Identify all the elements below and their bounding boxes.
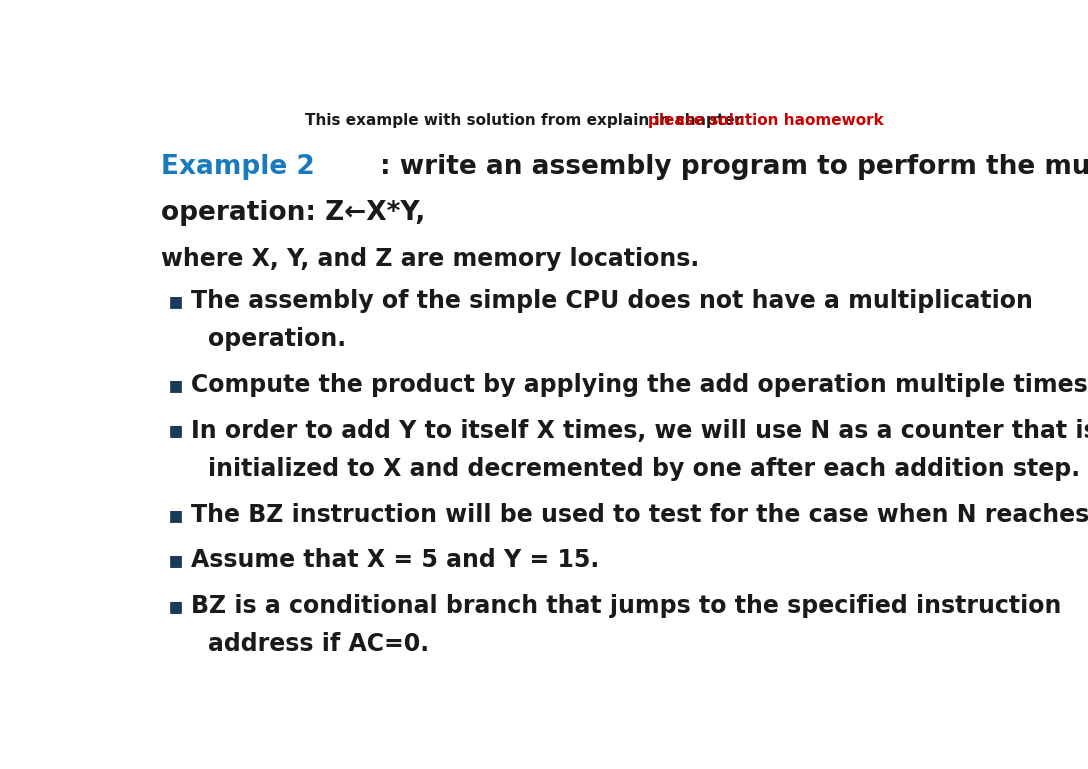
Text: : write an assembly program to perform the multiplication: : write an assembly program to perform t… [380, 155, 1088, 181]
Text: The BZ instruction will be used to test for the case when N reaches 0: The BZ instruction will be used to test … [190, 503, 1088, 527]
Text: operation.: operation. [208, 328, 346, 351]
Text: The assembly of the simple CPU does not have a multiplication: The assembly of the simple CPU does not … [190, 289, 1033, 313]
Text: ▪: ▪ [168, 373, 184, 397]
Text: please solution haomework: please solution haomework [648, 113, 883, 128]
Text: In order to add Y to itself X times, we will use N as a counter that is: In order to add Y to itself X times, we … [190, 418, 1088, 442]
Text: where X, Y, and Z are memory locations.: where X, Y, and Z are memory locations. [161, 248, 700, 271]
Text: Example 2: Example 2 [161, 155, 316, 181]
Text: initialized to X and decremented by one after each addition step.: initialized to X and decremented by one … [208, 457, 1079, 481]
Text: operation: Z←X*Y,: operation: Z←X*Y, [161, 200, 425, 226]
Text: BZ is a conditional branch that jumps to the specified instruction: BZ is a conditional branch that jumps to… [190, 594, 1061, 618]
Text: Assume that X = 5 and Y = 15.: Assume that X = 5 and Y = 15. [190, 548, 599, 572]
Text: ▪: ▪ [168, 548, 184, 572]
Text: Compute the product by applying the add operation multiple times.: Compute the product by applying the add … [190, 373, 1088, 397]
Text: This example with solution from explain in chapter: This example with solution from explain … [306, 113, 747, 128]
Text: ▪: ▪ [168, 289, 184, 313]
Text: ▪: ▪ [168, 418, 184, 442]
Text: ▪: ▪ [168, 594, 184, 618]
Text: ▪: ▪ [168, 503, 184, 527]
Text: address if AC=0.: address if AC=0. [208, 632, 429, 656]
